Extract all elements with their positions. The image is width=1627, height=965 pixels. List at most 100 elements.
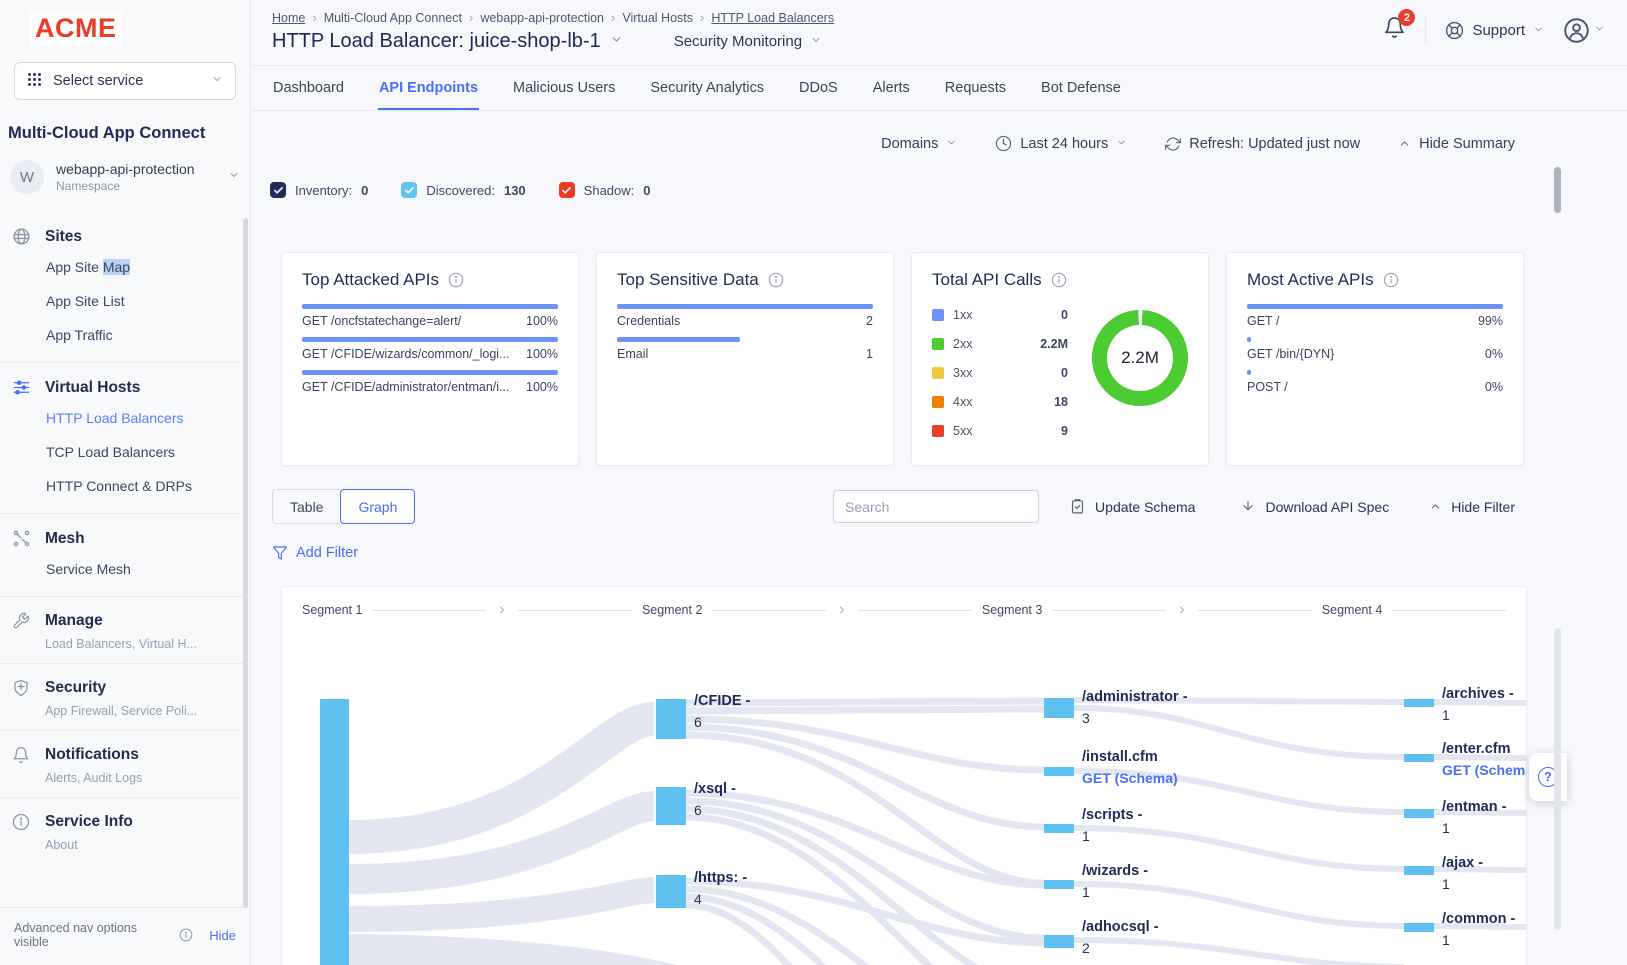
sankey-node-root[interactable]: [320, 699, 349, 965]
help-button[interactable]: ?: [1529, 753, 1567, 801]
graph-toggle-button[interactable]: Graph: [340, 489, 415, 524]
tab-bot-defense[interactable]: Bot Defense: [1040, 66, 1122, 110]
sankey-node-cfide[interactable]: [656, 699, 686, 739]
inventory-checkbox[interactable]: Inventory: 0: [270, 182, 368, 198]
schema-link[interactable]: GET (Schema): [1442, 760, 1527, 781]
tab-requests[interactable]: Requests: [944, 66, 1007, 110]
sankey-node-common[interactable]: [1404, 923, 1434, 932]
hide-nav-link[interactable]: Hide: [209, 928, 236, 943]
virtual-hosts-header[interactable]: Virtual Hosts: [12, 376, 238, 401]
sankey-node-archives[interactable]: [1404, 699, 1434, 707]
refresh-label: Refresh: Updated just now: [1189, 136, 1360, 152]
tab-security-analytics[interactable]: Security Analytics: [649, 66, 765, 110]
sidebar-item-app-site-map[interactable]: App Site Map: [12, 250, 238, 284]
attacked-api-row[interactable]: GET /oncfstatechange=alert/100%: [302, 304, 558, 328]
sidebar-item-http-connect-drps[interactable]: HTTP Connect & DRPs: [12, 469, 238, 503]
namespace-selector[interactable]: W webapp-api-protection Namespace: [10, 160, 240, 194]
attacked-api-row[interactable]: GET /CFIDE/administrator/entman/i...100%: [302, 370, 558, 394]
info-icon[interactable]: [1051, 272, 1067, 288]
sankey-node-administrator[interactable]: [1044, 698, 1074, 718]
sidebar-item-tcp-load-balancers[interactable]: TCP Load Balancers: [12, 435, 238, 469]
sankey-node-adhocsql[interactable]: [1044, 935, 1074, 948]
add-filter-button[interactable]: Add Filter: [272, 545, 358, 561]
endpoints-toolbar: Table Graph Update Schema Download API S…: [272, 489, 1515, 524]
table-toggle-button[interactable]: Table: [272, 489, 340, 524]
search-input[interactable]: [833, 490, 1039, 523]
refresh-icon: [1165, 136, 1181, 152]
sidebar-item-http-load-balancers[interactable]: HTTP Load Balancers: [12, 401, 238, 435]
active-api-row[interactable]: GET /99%: [1247, 304, 1503, 328]
sankey-node-enter-cfm[interactable]: [1404, 754, 1434, 762]
sankey-node-scripts[interactable]: [1044, 824, 1074, 833]
sankey-node-https[interactable]: [656, 875, 686, 908]
breadcrumb-virtual-hosts[interactable]: Virtual Hosts: [622, 11, 693, 25]
tab-alerts[interactable]: Alerts: [872, 66, 911, 110]
breadcrumb-home[interactable]: Home: [272, 11, 305, 25]
domains-dropdown[interactable]: Domains: [881, 136, 957, 152]
sankey-node-install-cfm[interactable]: [1044, 767, 1074, 776]
chevron-down-icon: [1594, 21, 1605, 39]
sensitive-data-row[interactable]: Credentials2: [617, 304, 873, 328]
tab-ddos[interactable]: DDoS: [798, 66, 839, 110]
breadcrumb-mcac[interactable]: Multi-Cloud App Connect: [324, 11, 462, 25]
account-menu[interactable]: [1563, 17, 1605, 44]
mesh-header[interactable]: Mesh: [12, 527, 238, 552]
section-notifications[interactable]: Notifications Alerts, Audit Logs: [0, 730, 250, 797]
legend-row-1xx[interactable]: 1xx0: [932, 308, 1068, 322]
legend-row-3xx[interactable]: 3xx0: [932, 366, 1068, 380]
inventory-label: Inventory:: [295, 183, 352, 198]
section-sites: Sites App Site Map App Site List App Tra…: [0, 212, 250, 362]
sankey-node-entman[interactable]: [1404, 809, 1434, 818]
info-icon[interactable]: [768, 272, 784, 288]
status-code-legend: 1xx0 2xx2.2M 3xx0 4xx18 5xx9: [932, 304, 1068, 453]
select-service-dropdown[interactable]: Select service: [14, 62, 236, 100]
section-security[interactable]: Security App Firewall, Service Poli...: [0, 663, 250, 730]
chevron-down-icon[interactable]: [610, 33, 623, 51]
legend-row-4xx[interactable]: 4xx18: [932, 395, 1068, 409]
legend-row-2xx[interactable]: 2xx2.2M: [932, 337, 1068, 351]
page-scrollbar-thumb[interactable]: [1554, 167, 1561, 213]
sidebar-item-app-traffic[interactable]: App Traffic: [12, 318, 238, 352]
sites-header[interactable]: Sites: [12, 225, 238, 250]
active-api-row[interactable]: GET /bin/{DYN}0%: [1247, 337, 1503, 361]
section-manage[interactable]: Manage Load Balancers, Virtual H...: [0, 596, 250, 663]
schema-link[interactable]: GET (Schema): [1082, 768, 1242, 789]
shadow-checkbox[interactable]: Shadow: 0: [559, 182, 651, 198]
breadcrumb-http-lbs[interactable]: HTTP Load Balancers: [711, 11, 834, 25]
sidebar-item-app-site-list[interactable]: App Site List: [12, 284, 238, 318]
sensitive-data-row[interactable]: Email1: [617, 337, 873, 361]
tab-api-endpoints[interactable]: API Endpoints: [378, 66, 479, 110]
notifications-title: Notifications: [45, 746, 139, 764]
active-api-label: POST /: [1247, 380, 1288, 394]
sankey-node-xsql[interactable]: [656, 787, 686, 825]
time-range-dropdown[interactable]: Last 24 hours: [995, 135, 1127, 152]
download-api-spec-button[interactable]: Download API Spec: [1240, 499, 1389, 515]
view-selector[interactable]: Security Monitoring: [674, 33, 822, 50]
hide-filter-button[interactable]: Hide Filter: [1429, 499, 1515, 515]
tab-malicious-users[interactable]: Malicious Users: [512, 66, 616, 110]
legend-row-5xx[interactable]: 5xx9: [932, 424, 1068, 438]
info-icon[interactable]: [1383, 272, 1399, 288]
info-icon[interactable]: [448, 272, 464, 288]
section-service-info[interactable]: Service Info About: [0, 797, 250, 864]
hide-summary-button[interactable]: Hide Summary: [1398, 136, 1515, 152]
sidebar-scrollbar[interactable]: [243, 218, 248, 908]
node-label-ajax: /ajax -1: [1442, 853, 1527, 895]
sankey-node-ajax[interactable]: [1404, 866, 1434, 875]
notifications-bell-button[interactable]: 2: [1383, 16, 1406, 44]
breadcrumb-namespace[interactable]: webapp-api-protection: [480, 11, 604, 25]
active-api-row[interactable]: POST /0%: [1247, 370, 1503, 394]
attacked-api-row[interactable]: GET /CFIDE/wizards/common/_logi...100%: [302, 337, 558, 361]
update-schema-button[interactable]: Update Schema: [1069, 498, 1195, 515]
panel-scrollbar-track[interactable]: [1554, 628, 1561, 930]
chevron-up-icon: [1398, 137, 1411, 150]
hide-summary-label: Hide Summary: [1419, 136, 1515, 152]
discovered-checkbox[interactable]: Discovered: 130: [401, 182, 525, 198]
sankey-node-wizards[interactable]: [1044, 880, 1074, 889]
sidebar-item-service-mesh[interactable]: Service Mesh: [12, 552, 238, 586]
refresh-button[interactable]: Refresh: Updated just now: [1165, 136, 1360, 152]
sensitive-value: 1: [866, 347, 873, 361]
tab-dashboard[interactable]: Dashboard: [272, 66, 345, 110]
node-label-cfide: /CFIDE -6: [694, 691, 854, 733]
support-menu[interactable]: Support: [1445, 21, 1544, 40]
